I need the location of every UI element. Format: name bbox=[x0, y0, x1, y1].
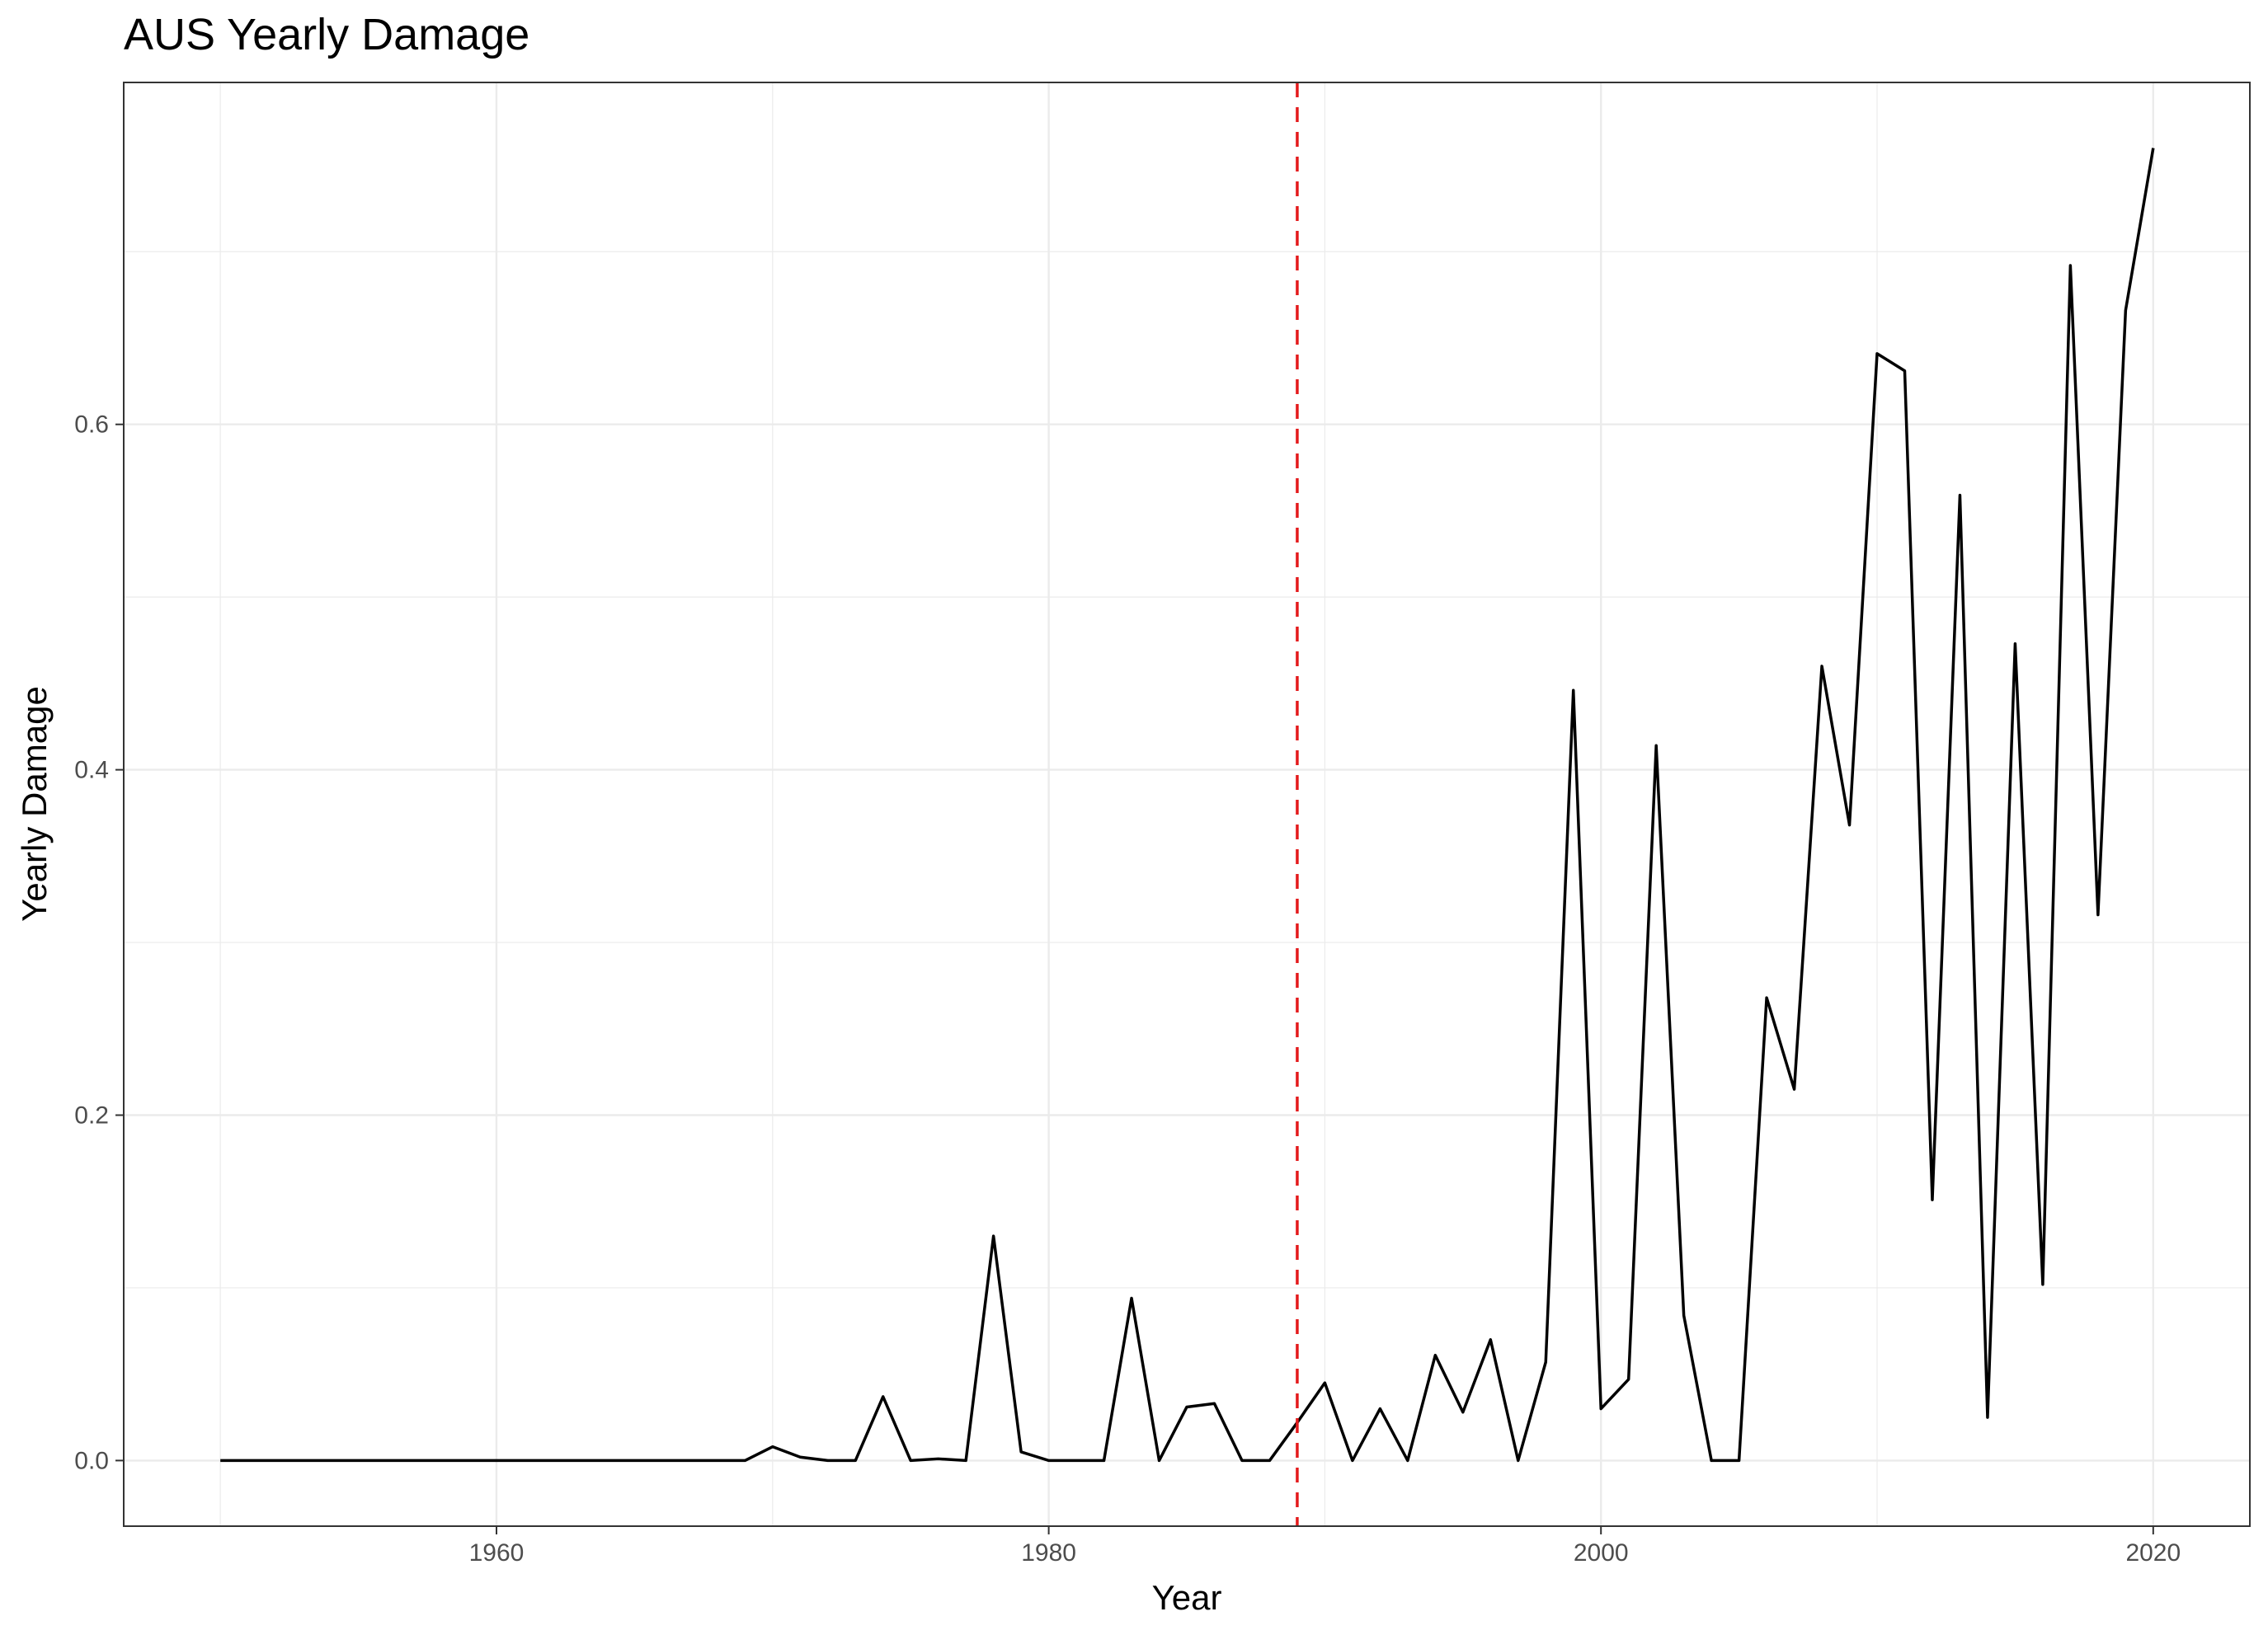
y-tick-label: 0.4 bbox=[74, 757, 109, 784]
x-tick-label: 2000 bbox=[1574, 1539, 1629, 1567]
series-layer bbox=[220, 148, 2155, 1463]
x-tick-label: 1960 bbox=[469, 1539, 525, 1567]
chart-title: AUS Yearly Damage bbox=[124, 10, 529, 59]
series-line bbox=[220, 148, 2155, 1463]
x-axis: 1960 1980 2000 2020 bbox=[469, 1526, 2181, 1567]
y-axis-title: Yearly Damage bbox=[15, 686, 54, 922]
panel-border bbox=[123, 82, 2251, 1527]
x-axis-title: Year bbox=[1152, 1578, 1222, 1617]
y-tick-label: 0.0 bbox=[74, 1447, 109, 1474]
y-tick-label: 0.2 bbox=[74, 1102, 109, 1130]
major-grid bbox=[124, 82, 2250, 1526]
x-tick-label: 1980 bbox=[1021, 1539, 1076, 1567]
panel-background bbox=[124, 82, 2250, 1526]
minor-grid bbox=[124, 82, 2250, 1526]
y-tick-label: 0.6 bbox=[74, 411, 109, 439]
y-axis: 0.0 0.2 0.4 0.6 bbox=[74, 411, 124, 1474]
x-tick-label: 2020 bbox=[2125, 1539, 2181, 1567]
